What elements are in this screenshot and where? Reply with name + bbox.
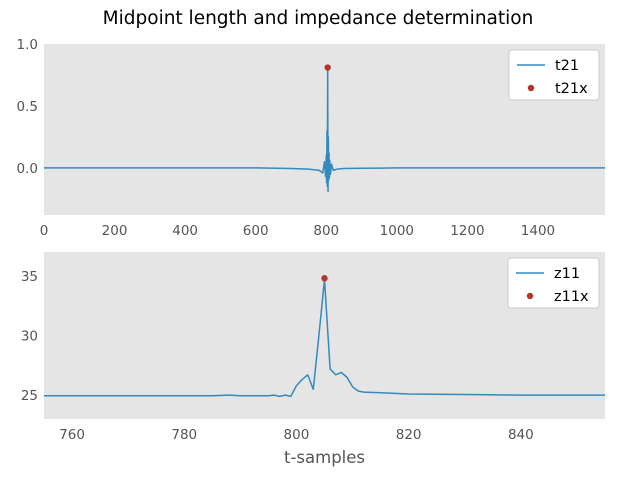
series-line-z11 — [44, 278, 605, 398]
x-tick-label: 0 — [40, 223, 49, 239]
legend-label-z11: z11 — [554, 266, 580, 282]
y-tick-label: 35 — [21, 269, 38, 285]
x-tick-label: 820 — [396, 427, 422, 443]
x-tick-label: 400 — [172, 223, 198, 239]
series-line-t21 — [44, 66, 605, 193]
x-axis-label: t-samples — [284, 448, 365, 467]
x-tick-label: 780 — [171, 427, 197, 443]
marker-t21x — [324, 64, 331, 71]
x-tick-label: 800 — [284, 427, 310, 443]
legend-swatch-z11x — [526, 292, 534, 300]
y-tick-label: 0.5 — [17, 99, 38, 115]
x-tick-label: 760 — [59, 427, 85, 443]
figure-title: Midpoint length and impedance determinat… — [103, 8, 534, 29]
y-tick-label: 25 — [21, 388, 38, 404]
x-tick-label: 800 — [313, 223, 339, 239]
legend-label-t21x: t21x — [555, 81, 588, 97]
x-tick-label: 840 — [508, 427, 534, 443]
legend: t21 t21x — [508, 49, 600, 101]
x-tick-label: 1400 — [521, 223, 555, 239]
y-tick-label: 1.0 — [17, 37, 38, 53]
y-tick-label: 0.0 — [17, 161, 38, 177]
t21-axes: 0 200 400 600 800 1000 1200 14000.00.51.0t21t21… — [17, 37, 605, 239]
legend-label-z11x: z11x — [554, 289, 589, 305]
x-tick-label: 600 — [243, 223, 269, 239]
x-tick-label: 200 — [102, 223, 128, 239]
data-layer — [44, 64, 605, 193]
z11-axes: 760 780 800 820 840 25 30 35 t-samples z11 z11x — [21, 252, 605, 467]
legend-swatch-t21x — [527, 84, 535, 92]
x-tick-label: 1000 — [380, 223, 414, 239]
legend-label-t21: t21 — [555, 58, 579, 74]
x-tick-label: 1200 — [450, 223, 484, 239]
data-layer — [44, 275, 605, 398]
legend: z11 z11x — [507, 257, 600, 309]
y-tick-label: 30 — [21, 329, 38, 345]
marker-z11x — [321, 275, 328, 282]
